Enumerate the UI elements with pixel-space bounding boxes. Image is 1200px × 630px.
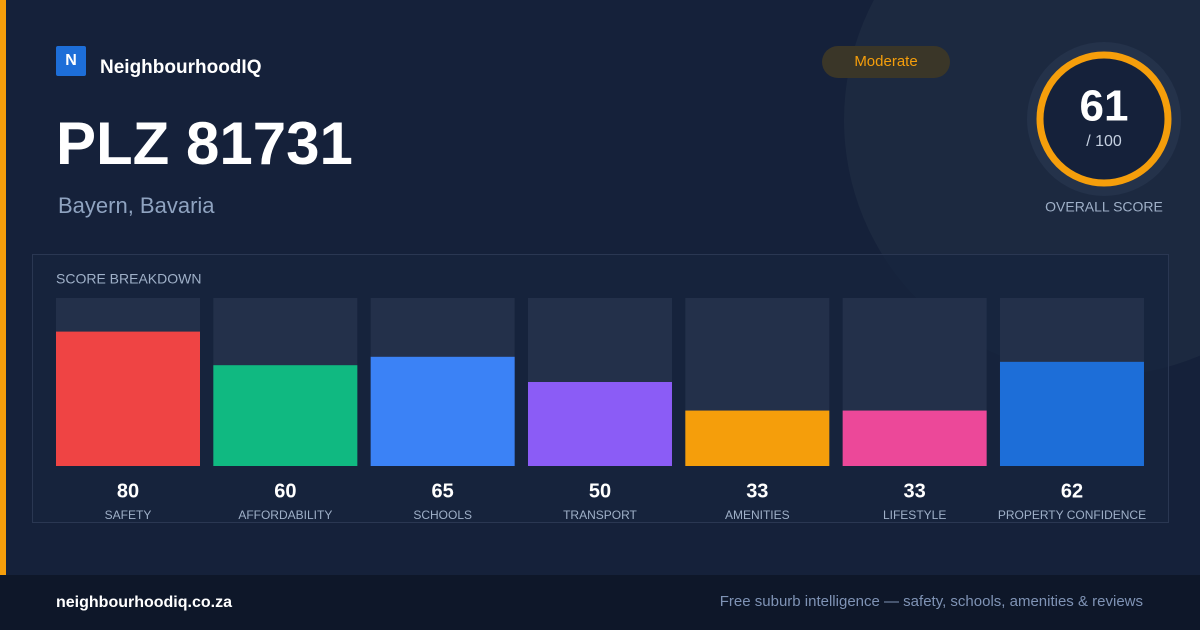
title: PLZ 81731 [56,110,353,177]
footer-url: neighbourhoodiq.co.za [56,594,232,611]
category-label: AMENITIES [725,508,790,522]
score-ring [1036,51,1172,187]
footer [0,575,1200,630]
value-label: 80 [117,480,139,502]
value-label: 33 [904,480,926,502]
badge [822,46,950,78]
chart-title: SCORE BREAKDOWN [56,271,201,287]
logo [56,46,86,76]
footer-tagline: Free suburb intelligence — safety, schoo… [720,593,1143,610]
value-label: 60 [274,480,296,502]
category-label: AFFORDABILITY [238,508,332,522]
overall-label: OVERALL SCORE [1045,199,1163,215]
bar [527,382,672,466]
bar [842,410,987,466]
bar [213,365,358,466]
value-label: 50 [589,480,611,502]
bar [685,410,830,466]
value-label: 65 [432,480,454,502]
logo-letter: N [65,52,77,69]
bar [370,356,515,466]
subtitle: Bayern, Bavaria [58,193,215,218]
badge-text: Moderate [854,53,917,70]
brand-name: NeighbourhoodIQ [100,57,261,78]
value-label: 33 [746,480,768,502]
category-label: LIFESTYLE [883,508,946,522]
category-label: PROPERTY CONFIDENCE [998,508,1146,522]
category-label: TRANSPORT [563,508,637,522]
bar [56,331,200,466]
bar [999,361,1144,466]
value-label: 62 [1061,480,1083,502]
overall-score: 61 [1080,82,1129,131]
category-label: SAFETY [105,508,152,522]
category-label: SCHOOLS [413,508,472,522]
accent-stripe [0,0,6,575]
overall-max: / 100 [1086,133,1122,150]
